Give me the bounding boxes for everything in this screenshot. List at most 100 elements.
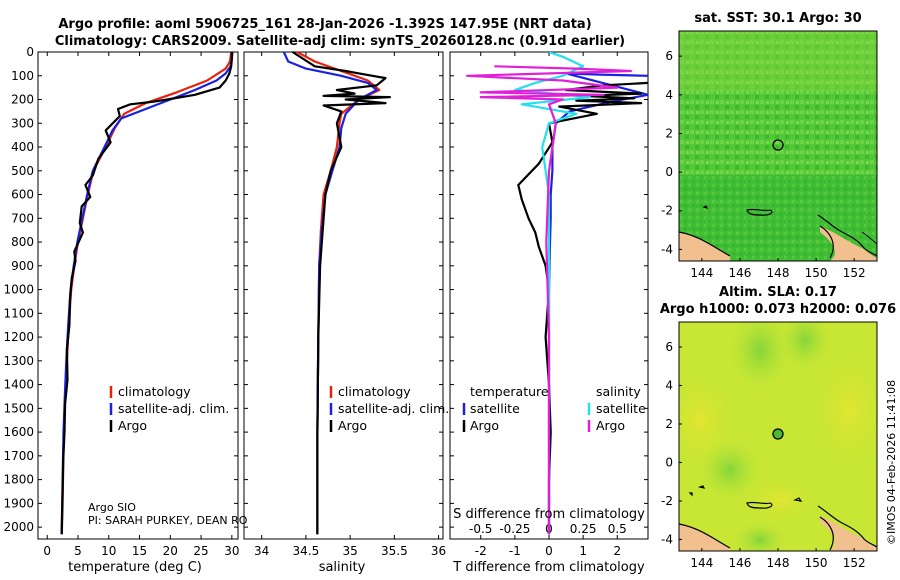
sst-map-title: sat. SST: 30.1 Argo: 30 bbox=[694, 11, 861, 26]
secondary-x-tick-label: 0.5 bbox=[608, 522, 627, 536]
map-y-tick-label: -2 bbox=[661, 494, 673, 508]
y-tick-label: 1000 bbox=[3, 283, 34, 297]
difference-legend: temperature satellite Argo salinity sate… bbox=[462, 384, 646, 433]
map-y-tick-label: 0 bbox=[665, 455, 673, 469]
map-x-tick-label: 144 bbox=[690, 556, 713, 570]
copyright-stamp: ©IMOS 04-Feb-2026 11:41:08 bbox=[885, 380, 898, 545]
map-y-tick-label: 2 bbox=[665, 417, 673, 431]
series-line-t-satellite bbox=[547, 72, 648, 535]
x-tick-label: -2 bbox=[475, 544, 487, 558]
map-x-tick-label: 148 bbox=[767, 266, 790, 280]
x-tick-label: 0 bbox=[43, 544, 51, 558]
y-tick-label: 0 bbox=[26, 45, 34, 59]
temperature-axes-frame bbox=[37, 51, 239, 540]
map-y-tick-label: 2 bbox=[665, 126, 673, 140]
map-x-tick-label: 152 bbox=[843, 266, 866, 280]
y-tick-label: 900 bbox=[11, 259, 34, 273]
series-line-argo bbox=[292, 51, 391, 535]
map-y-tick-label: 0 bbox=[665, 165, 673, 179]
salinity-xlabel: salinity bbox=[319, 560, 366, 575]
map-y-tick-label: 6 bbox=[665, 340, 673, 354]
series-line-argo bbox=[60, 52, 233, 535]
x-tick-label: 10 bbox=[101, 544, 116, 558]
difference-legend-salinity: salinity bbox=[596, 384, 641, 399]
x-tick-label: 20 bbox=[163, 544, 178, 558]
x-tick-label: 30 bbox=[224, 544, 239, 558]
x-tick-label: 36 bbox=[431, 544, 446, 558]
salinity-legend: climatology satellite-adj. clim. Argo bbox=[329, 384, 449, 433]
series-line-satellite-adj-clim- bbox=[60, 51, 234, 535]
salinity-axes-frame bbox=[243, 51, 444, 540]
y-tick-label: 1200 bbox=[3, 330, 34, 344]
pi-label: PI: SARAH PURKEY, DEAN RO bbox=[88, 514, 248, 527]
map-x-tick-label: 144 bbox=[690, 266, 713, 280]
map-y-tick-label: 4 bbox=[665, 88, 673, 102]
series-line-climatology bbox=[60, 51, 233, 535]
x-tick-label: -1 bbox=[509, 544, 521, 558]
map-x-tick-label: 146 bbox=[728, 556, 751, 570]
y-tick-label: 1800 bbox=[3, 473, 34, 487]
difference-legend-s-satellite: satellite bbox=[596, 401, 646, 416]
map-y-tick-label: -4 bbox=[661, 242, 673, 256]
x-tick-label: 2 bbox=[613, 544, 621, 558]
map-x-tick-label: 152 bbox=[843, 556, 866, 570]
y-tick-label: 200 bbox=[11, 93, 34, 107]
salinity-legend-argo: Argo bbox=[338, 418, 367, 433]
sla-map-title-line1: Altim. SLA: 0.17 bbox=[719, 285, 837, 300]
sst-argo-marker bbox=[772, 139, 784, 151]
y-tick-label: 1300 bbox=[3, 354, 34, 368]
series-line-satellite-adj-clim- bbox=[282, 51, 378, 535]
map-x-tick-label: 150 bbox=[805, 556, 828, 570]
difference-xlabel: T difference from climatology bbox=[452, 560, 645, 575]
y-tick-label: 100 bbox=[11, 69, 34, 83]
x-tick-label: 35 bbox=[342, 544, 357, 558]
y-tick-label: 1600 bbox=[3, 425, 34, 439]
land-new-guinea-sla bbox=[679, 524, 730, 551]
x-tick-label: 35.5 bbox=[381, 544, 408, 558]
y-tick-label: 1400 bbox=[3, 378, 34, 392]
y-tick-label: 600 bbox=[11, 188, 34, 202]
y-tick-label: 2000 bbox=[3, 520, 34, 534]
difference-legend-t-satellite: satellite bbox=[470, 401, 520, 416]
y-tick-label: 700 bbox=[11, 211, 34, 225]
secondary-x-tick-label: -0.25 bbox=[499, 522, 530, 536]
difference-legend-t-argo: Argo bbox=[470, 418, 499, 433]
map-x-tick-label: 150 bbox=[805, 266, 828, 280]
x-tick-label: 1 bbox=[579, 544, 587, 558]
x-tick-label: 25 bbox=[193, 544, 208, 558]
series-line-s-argo bbox=[466, 65, 633, 535]
temperature-xlabel: temperature (deg C) bbox=[68, 560, 202, 575]
land-new-guinea-sst bbox=[679, 232, 730, 261]
y-tick-label: 1500 bbox=[3, 401, 34, 415]
figure-title-line1: Argo profile: aoml 5906725_161 28-Jan-20… bbox=[58, 17, 591, 32]
temperature-legend-argo: Argo bbox=[118, 418, 147, 433]
temperature-legend-climatology: climatology bbox=[118, 384, 191, 399]
map-y-tick-label: 4 bbox=[665, 379, 673, 393]
figure-title-line2: Climatology: CARS2009. Satellite-adj cli… bbox=[55, 34, 625, 49]
x-tick-label: 0 bbox=[545, 544, 553, 558]
map-y-tick-label: -4 bbox=[661, 532, 673, 546]
difference-legend-temperature: temperature bbox=[470, 384, 549, 399]
difference-series-group bbox=[466, 52, 648, 535]
map-y-tick-label: 6 bbox=[665, 49, 673, 63]
salinity-legend-satellite: satellite-adj. clim. bbox=[338, 401, 449, 416]
secondary-x-tick-label: 0.25 bbox=[570, 522, 597, 536]
y-tick-label: 1700 bbox=[3, 449, 34, 463]
y-tick-label: 800 bbox=[11, 235, 34, 249]
secondary-x-tick-label: -0.5 bbox=[469, 522, 492, 536]
y-tick-label: 400 bbox=[11, 140, 34, 154]
series-line-t-argo bbox=[517, 81, 648, 535]
y-tick-label: 1100 bbox=[3, 306, 34, 320]
x-tick-label: 34 bbox=[254, 544, 269, 558]
map-x-tick-label: 148 bbox=[767, 556, 790, 570]
x-tick-label: 15 bbox=[132, 544, 147, 558]
institution-label: Argo SIO bbox=[88, 501, 136, 514]
y-tick-label: 300 bbox=[11, 116, 34, 130]
difference-secondary-xlabel: S difference from climatology bbox=[453, 507, 645, 522]
sla-map-field bbox=[679, 322, 877, 551]
temperature-legend: climatology satellite-adj. clim. Argo bbox=[109, 384, 229, 433]
series-line-s-satellite bbox=[513, 52, 592, 535]
temperature-legend-satellite: satellite-adj. clim. bbox=[118, 401, 229, 416]
y-tick-label: 1900 bbox=[3, 496, 34, 510]
